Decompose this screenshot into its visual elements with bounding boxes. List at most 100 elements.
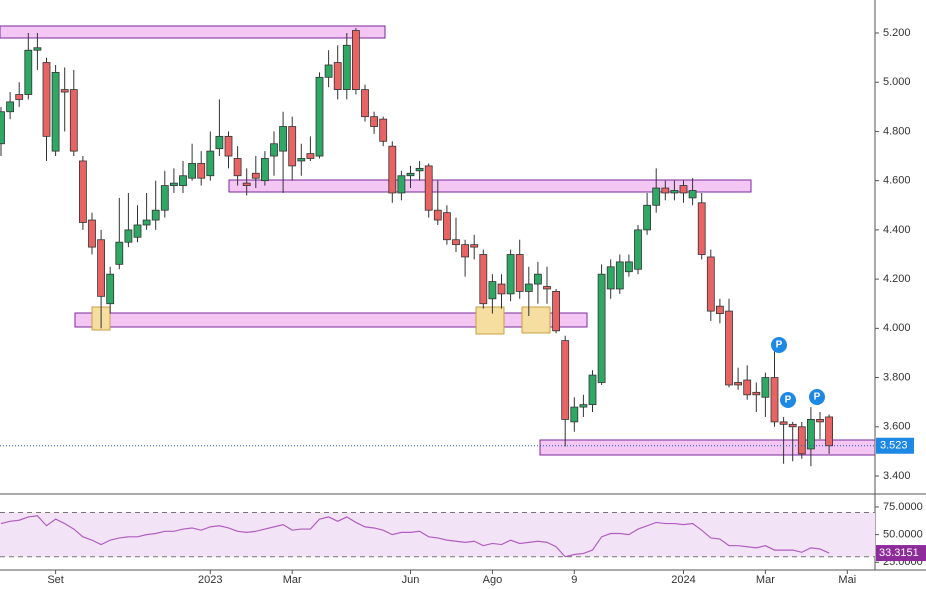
y-tick-label: 4.600: [883, 175, 911, 187]
candle-body: [424, 165, 433, 211]
candle-body: [397, 175, 406, 194]
candle-body: [60, 89, 69, 93]
candle-body: [643, 204, 651, 231]
candle-body: [734, 382, 742, 386]
candle-body: [770, 377, 779, 423]
x-tick-label: 2024: [671, 574, 695, 586]
x-tick-label: Set: [47, 574, 64, 586]
candle-body: [279, 126, 288, 152]
candle-body: [597, 273, 606, 383]
x-tick-label: Ago: [483, 574, 503, 586]
candle-body: [442, 212, 451, 241]
candle-body: [115, 241, 124, 265]
zone: [228, 179, 752, 193]
candle-body: [788, 423, 797, 428]
rsi-last-label: 33.3151: [879, 547, 919, 559]
y-tick-label: 4.000: [883, 322, 911, 334]
marker-label: P: [776, 340, 783, 351]
candle-body: [543, 286, 551, 290]
y-tick-label: 5.200: [883, 27, 911, 39]
candle-body: [215, 135, 224, 150]
y-tick-label: 3.400: [883, 470, 911, 482]
candle-body: [615, 261, 624, 290]
candle-body: [743, 379, 752, 396]
candle-body: [552, 291, 560, 332]
candle-body: [570, 406, 579, 423]
highlight-box: [521, 306, 551, 334]
x-tick-label: Mar: [756, 574, 775, 586]
x-tick-label: Jun: [402, 574, 420, 586]
candle-body: [197, 163, 206, 179]
candle-body: [233, 158, 242, 177]
candle-body: [169, 182, 178, 186]
candle-body: [688, 190, 697, 199]
last-price-label: 3.523: [880, 440, 908, 452]
candle-body: [652, 187, 661, 206]
candle-body: [561, 340, 570, 420]
candle-body: [606, 266, 615, 290]
candle-body: [342, 44, 351, 90]
candle-body: [179, 175, 187, 186]
candle-body: [188, 163, 197, 179]
y-tick-label: 3.800: [883, 371, 911, 383]
candle-body: [24, 49, 33, 95]
rsi-line: [0, 515, 830, 558]
candle-body: [160, 185, 169, 211]
candle-body: [251, 172, 260, 179]
rsi-tick-label: 75.0000: [883, 501, 923, 513]
candle-body: [679, 185, 688, 194]
candle-body: [752, 391, 761, 396]
zone: [539, 439, 876, 456]
candle-body: [270, 143, 278, 157]
candle-body: [697, 202, 706, 255]
candle-body: [825, 416, 833, 447]
zone: [74, 312, 588, 328]
candle-body: [807, 419, 815, 450]
marker: [771, 337, 787, 353]
candle-body: [351, 30, 360, 90]
candle-body: [224, 135, 233, 157]
candle-body: [6, 101, 14, 113]
marker-label: P: [814, 392, 821, 403]
candle-body: [479, 254, 488, 305]
marker-label: P: [785, 395, 792, 406]
candle-body: [452, 239, 460, 246]
candle-body: [361, 89, 369, 118]
candle-body: [670, 190, 679, 194]
candle-body: [33, 47, 42, 51]
candle-body: [634, 229, 642, 270]
y-tick-label: 4.200: [883, 273, 911, 285]
candle-body: [524, 283, 533, 292]
candle-body: [15, 94, 24, 100]
candle-body: [506, 254, 515, 295]
highlights: [91, 306, 551, 335]
x-tick-label: Mai: [838, 574, 856, 586]
plot: 3.400 3.600 3.800 4.000 4.200 4.400 4.600 4.800…: [0, 27, 926, 586]
candle-body: [133, 224, 142, 238]
candle-body: [297, 158, 306, 162]
y-tick-label: 5.000: [883, 76, 911, 88]
candle-body: [579, 404, 588, 408]
y-tick-label: 4.800: [883, 125, 911, 137]
candle-body: [379, 118, 388, 142]
candle-body: [488, 281, 497, 300]
candle-body: [97, 239, 105, 297]
candle-body: [288, 126, 297, 167]
x-tick-label: 2023: [198, 574, 222, 586]
markers: P P P: [771, 337, 825, 408]
candle-body: [124, 229, 133, 243]
candle-body: [306, 153, 315, 159]
candle-body: [816, 419, 824, 423]
candle-body: [106, 273, 115, 305]
candle-body: [79, 160, 87, 223]
candle-body: [388, 145, 397, 194]
candle-body: [515, 254, 524, 292]
candle-body: [779, 421, 788, 425]
candle-body: [470, 244, 479, 248]
candle-body: [706, 256, 715, 312]
candle-body: [142, 219, 151, 226]
candle-body: [260, 158, 269, 182]
candle-body: [69, 89, 78, 152]
highlight-box: [475, 306, 505, 335]
candle-body: [370, 116, 379, 127]
